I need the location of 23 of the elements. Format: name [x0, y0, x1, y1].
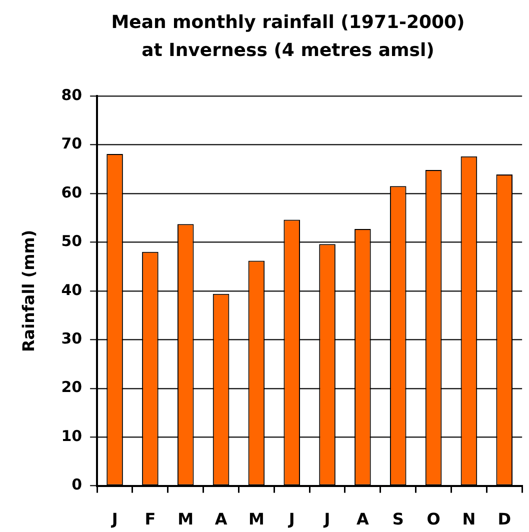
x-tick-label: J: [288, 510, 295, 529]
x-tick-label: J: [323, 510, 330, 529]
y-tick-label: 80: [61, 86, 82, 104]
y-tick-label: 20: [61, 378, 82, 396]
x-tick-label: J: [110, 510, 118, 529]
y-tick-label: 60: [61, 183, 82, 202]
x-tick-label: F: [144, 510, 156, 529]
y-tick-label: 30: [61, 330, 82, 348]
chart-title: Mean monthly rainfall (1971-2000) at Inverness (4 metres amsl): [110, 11, 466, 63]
x-tick-label: A: [214, 510, 228, 529]
x-tick-label: N: [462, 510, 476, 529]
y-tick-label: 0: [72, 476, 82, 494]
x-tick-label: D: [498, 510, 511, 529]
x-tick-label: M: [178, 510, 194, 529]
y-tick-label: 10: [61, 426, 82, 445]
x-tick-label: M: [248, 510, 264, 529]
x-tick-label: S: [392, 510, 404, 529]
y-tick-label: 50: [61, 232, 82, 250]
x-tick-label: O: [426, 510, 440, 529]
y-axis-title: Rainfall (mm): [18, 230, 38, 352]
y-tick-label: 40: [61, 280, 82, 299]
y-tick-label: 70: [61, 134, 82, 153]
x-tick-label: A: [356, 510, 370, 529]
